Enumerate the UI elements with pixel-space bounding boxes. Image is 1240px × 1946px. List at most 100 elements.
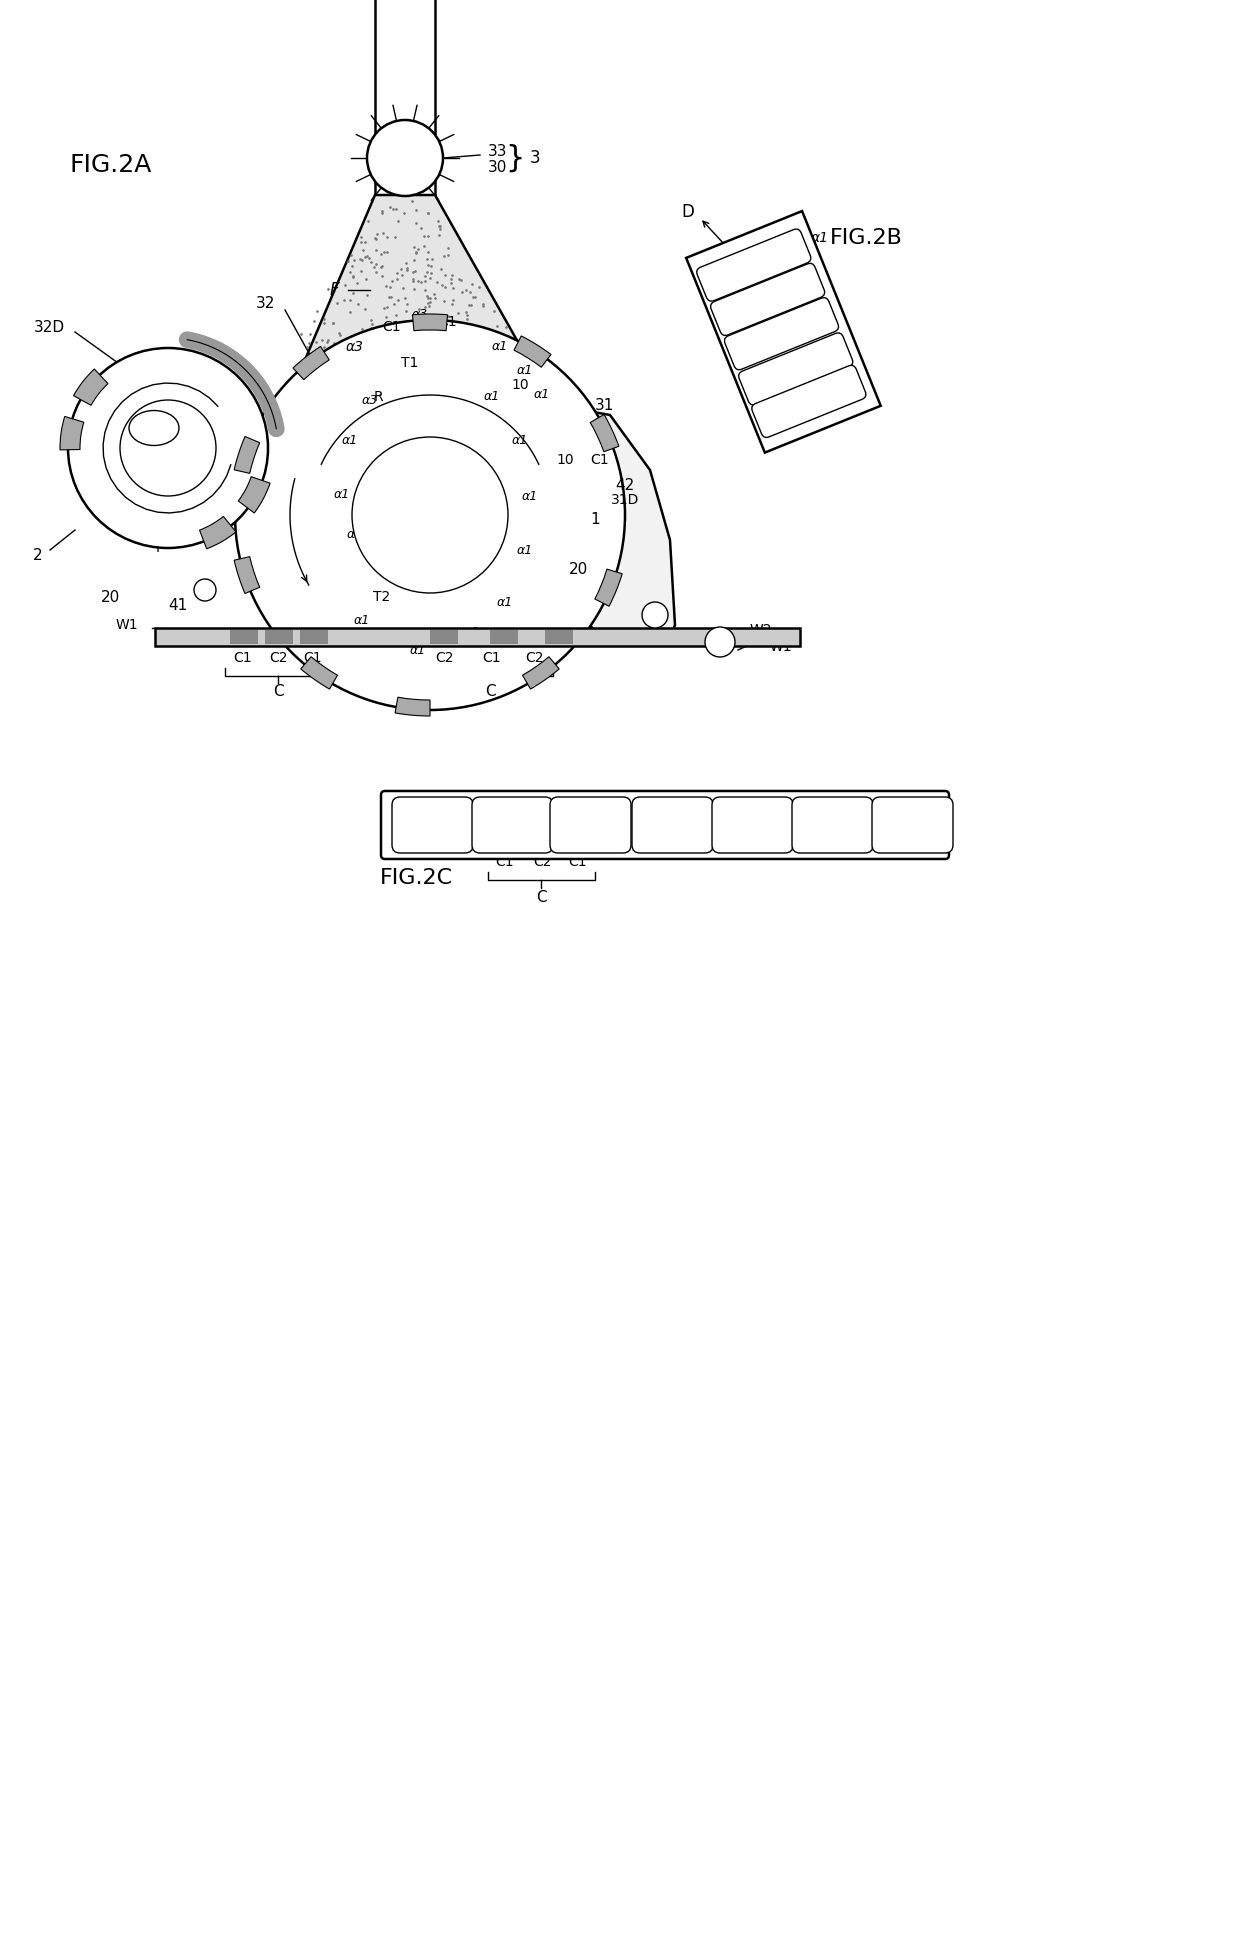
- FancyBboxPatch shape: [697, 230, 811, 302]
- Text: α1: α1: [522, 490, 538, 504]
- Text: 20: 20: [208, 496, 224, 510]
- Text: C2: C2: [138, 502, 154, 514]
- Text: F: F: [330, 280, 340, 300]
- Wedge shape: [73, 370, 108, 405]
- Text: α1: α1: [517, 543, 533, 557]
- Text: α1: α1: [353, 613, 370, 627]
- Text: C2: C2: [200, 360, 221, 376]
- Text: α1: α1: [497, 597, 513, 609]
- Text: α3: α3: [786, 323, 804, 337]
- Text: α3: α3: [412, 309, 428, 321]
- Text: C1: C1: [590, 453, 609, 467]
- Wedge shape: [595, 568, 622, 607]
- Text: R: R: [373, 389, 383, 405]
- Text: C: C: [485, 685, 495, 699]
- FancyBboxPatch shape: [711, 263, 825, 335]
- FancyBboxPatch shape: [724, 298, 838, 370]
- Text: α1: α1: [464, 627, 480, 640]
- Text: 31: 31: [595, 397, 615, 413]
- Text: α3: α3: [346, 341, 365, 354]
- Text: FIG.2A: FIG.2A: [69, 154, 153, 177]
- Text: T1: T1: [402, 356, 419, 370]
- Text: 2: 2: [32, 547, 42, 562]
- Text: C1: C1: [439, 315, 458, 329]
- Wedge shape: [293, 346, 330, 379]
- Text: C1: C1: [383, 319, 402, 335]
- Wedge shape: [396, 697, 430, 716]
- Bar: [155, 629, 800, 646]
- Text: α1: α1: [786, 378, 804, 391]
- Circle shape: [193, 580, 216, 601]
- Text: α1: α1: [517, 364, 533, 376]
- Text: 10: 10: [557, 453, 574, 467]
- Text: FIG.2B: FIG.2B: [830, 228, 903, 247]
- Text: C: C: [273, 685, 283, 699]
- Text: C1: C1: [496, 854, 515, 870]
- FancyBboxPatch shape: [632, 798, 713, 852]
- FancyBboxPatch shape: [392, 798, 472, 852]
- Wedge shape: [60, 416, 84, 450]
- Circle shape: [706, 627, 735, 658]
- Text: T2: T2: [373, 590, 391, 603]
- FancyBboxPatch shape: [381, 790, 949, 858]
- FancyBboxPatch shape: [686, 210, 880, 453]
- Text: α3: α3: [781, 272, 799, 286]
- Circle shape: [68, 348, 268, 549]
- Text: C: C: [536, 891, 547, 905]
- Bar: [490, 631, 518, 644]
- Text: C1: C1: [304, 652, 322, 666]
- Wedge shape: [413, 313, 448, 331]
- Text: α1: α1: [484, 391, 500, 403]
- Text: W1: W1: [770, 640, 792, 654]
- Text: C2: C2: [435, 652, 454, 666]
- Text: α1: α1: [811, 232, 830, 245]
- Bar: [300, 631, 329, 644]
- Text: 3: 3: [529, 150, 541, 167]
- FancyBboxPatch shape: [739, 333, 853, 405]
- FancyBboxPatch shape: [872, 798, 954, 852]
- Text: W1: W1: [115, 619, 138, 632]
- Text: 20: 20: [100, 590, 119, 605]
- FancyBboxPatch shape: [551, 798, 631, 852]
- Bar: [265, 631, 293, 644]
- Circle shape: [236, 319, 625, 710]
- FancyBboxPatch shape: [751, 366, 866, 438]
- Wedge shape: [522, 656, 559, 689]
- Bar: [229, 631, 258, 644]
- Text: 32D: 32D: [33, 321, 64, 335]
- Wedge shape: [301, 656, 337, 689]
- Text: D: D: [682, 202, 694, 222]
- Text: α2: α2: [198, 473, 215, 486]
- Wedge shape: [234, 557, 259, 594]
- Text: α1: α1: [534, 389, 551, 401]
- Text: P: P: [156, 541, 164, 555]
- Text: C2: C2: [533, 854, 552, 870]
- Wedge shape: [590, 414, 619, 451]
- Text: T1: T1: [135, 413, 151, 426]
- Circle shape: [367, 121, 443, 197]
- Text: 33: 33: [489, 144, 507, 158]
- Text: C2: C2: [285, 432, 305, 448]
- Polygon shape: [290, 195, 546, 545]
- Wedge shape: [200, 516, 236, 549]
- Text: 20: 20: [568, 562, 588, 578]
- Circle shape: [120, 401, 216, 496]
- Wedge shape: [234, 436, 259, 473]
- Text: C1: C1: [233, 652, 252, 666]
- Text: α1: α1: [342, 434, 358, 446]
- Text: α1: α1: [492, 341, 508, 354]
- Text: α1: α1: [347, 529, 363, 541]
- Text: W2: W2: [750, 623, 773, 636]
- Text: 1: 1: [590, 512, 600, 527]
- FancyBboxPatch shape: [472, 798, 553, 852]
- Bar: [546, 631, 573, 644]
- FancyBboxPatch shape: [792, 798, 873, 852]
- Text: 32: 32: [255, 296, 275, 311]
- Text: C2: C2: [269, 652, 288, 666]
- Text: 30: 30: [489, 160, 507, 175]
- Text: }: }: [506, 144, 525, 173]
- Text: 31D: 31D: [611, 492, 639, 508]
- Circle shape: [642, 601, 668, 629]
- Text: α2: α2: [202, 401, 218, 414]
- Text: C1: C1: [482, 652, 501, 666]
